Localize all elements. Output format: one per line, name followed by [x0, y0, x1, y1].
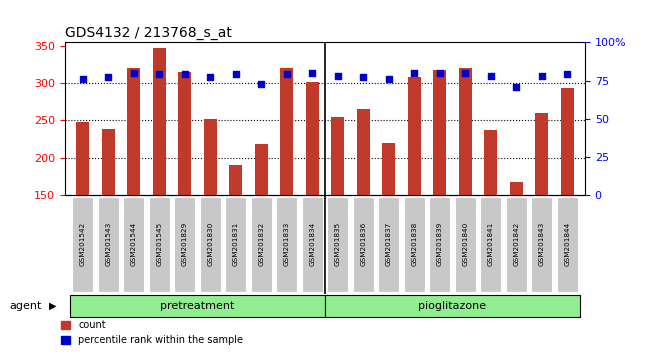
Text: GSM201833: GSM201833	[284, 222, 290, 266]
Bar	[124, 197, 144, 292]
Bar	[127, 68, 140, 195]
Point	[281, 72, 292, 77]
Point	[333, 73, 343, 79]
Bar	[153, 48, 166, 195]
Point	[358, 75, 369, 80]
Bar	[531, 197, 552, 292]
Text: GSM201843: GSM201843	[539, 222, 545, 266]
Point	[486, 73, 496, 79]
Text: GSM201842: GSM201842	[514, 222, 519, 266]
Bar	[328, 197, 348, 292]
Bar	[306, 82, 318, 195]
Bar	[404, 197, 424, 292]
Text: GDS4132 / 213768_s_at: GDS4132 / 213768_s_at	[65, 26, 232, 40]
Point	[460, 70, 471, 76]
Text: pretreatment: pretreatment	[161, 301, 235, 311]
Bar	[77, 122, 89, 195]
Bar	[353, 197, 374, 292]
Point	[103, 75, 114, 80]
Bar	[229, 165, 242, 195]
Text: GSM201834: GSM201834	[309, 222, 315, 266]
Text: GSM201837: GSM201837	[385, 222, 392, 266]
Point	[511, 84, 521, 90]
Text: GSM201841: GSM201841	[488, 222, 494, 266]
Bar	[276, 197, 297, 292]
Bar	[434, 70, 446, 195]
Bar	[226, 197, 246, 292]
Bar	[455, 197, 476, 292]
Point	[562, 72, 573, 77]
Point	[179, 72, 190, 77]
Text: agent: agent	[10, 301, 42, 311]
Bar	[510, 182, 523, 195]
Point	[256, 81, 266, 86]
Bar	[357, 109, 370, 195]
Bar	[429, 197, 450, 292]
Text: GSM201543: GSM201543	[105, 222, 111, 266]
Text: GSM201839: GSM201839	[437, 222, 443, 266]
Point	[307, 70, 317, 76]
Bar	[70, 295, 325, 318]
Bar	[378, 197, 399, 292]
Text: GSM201831: GSM201831	[233, 222, 239, 266]
Bar	[561, 88, 573, 195]
Bar	[556, 197, 578, 292]
Point	[129, 70, 139, 76]
Bar	[204, 119, 216, 195]
Bar	[200, 197, 221, 292]
Bar	[179, 72, 191, 195]
Legend: count, percentile rank within the sample: count, percentile rank within the sample	[57, 316, 247, 349]
Bar	[480, 197, 501, 292]
Bar	[484, 130, 497, 195]
Bar	[325, 295, 580, 318]
Text: GSM201830: GSM201830	[207, 222, 213, 266]
Text: GSM201829: GSM201829	[182, 222, 188, 266]
Bar	[149, 197, 170, 292]
Bar	[536, 113, 548, 195]
Bar	[382, 143, 395, 195]
Bar	[255, 144, 268, 195]
Bar	[280, 68, 293, 195]
Bar	[408, 78, 421, 195]
Bar	[506, 197, 526, 292]
Point	[77, 76, 88, 82]
Text: GSM201835: GSM201835	[335, 222, 341, 266]
Bar	[302, 197, 322, 292]
Text: ▶: ▶	[49, 301, 57, 311]
Bar	[72, 197, 94, 292]
Text: pioglitazone: pioglitazone	[419, 301, 486, 311]
Text: GSM201836: GSM201836	[360, 222, 366, 266]
Point	[434, 70, 445, 76]
Bar	[98, 197, 119, 292]
Bar	[332, 118, 344, 195]
Bar	[174, 197, 195, 292]
Text: GSM201838: GSM201838	[411, 222, 417, 266]
Point	[384, 76, 394, 82]
Point	[154, 72, 164, 77]
Text: GSM201545: GSM201545	[156, 222, 162, 266]
Text: GSM201844: GSM201844	[564, 222, 570, 266]
Text: GSM201840: GSM201840	[462, 222, 468, 266]
Bar	[102, 129, 114, 195]
Text: GSM201832: GSM201832	[258, 222, 265, 266]
Point	[536, 73, 547, 79]
Point	[409, 70, 419, 76]
Point	[205, 75, 216, 80]
Point	[231, 72, 241, 77]
Text: GSM201544: GSM201544	[131, 222, 136, 266]
Bar	[251, 197, 272, 292]
Bar	[459, 68, 471, 195]
Text: GSM201542: GSM201542	[80, 222, 86, 266]
